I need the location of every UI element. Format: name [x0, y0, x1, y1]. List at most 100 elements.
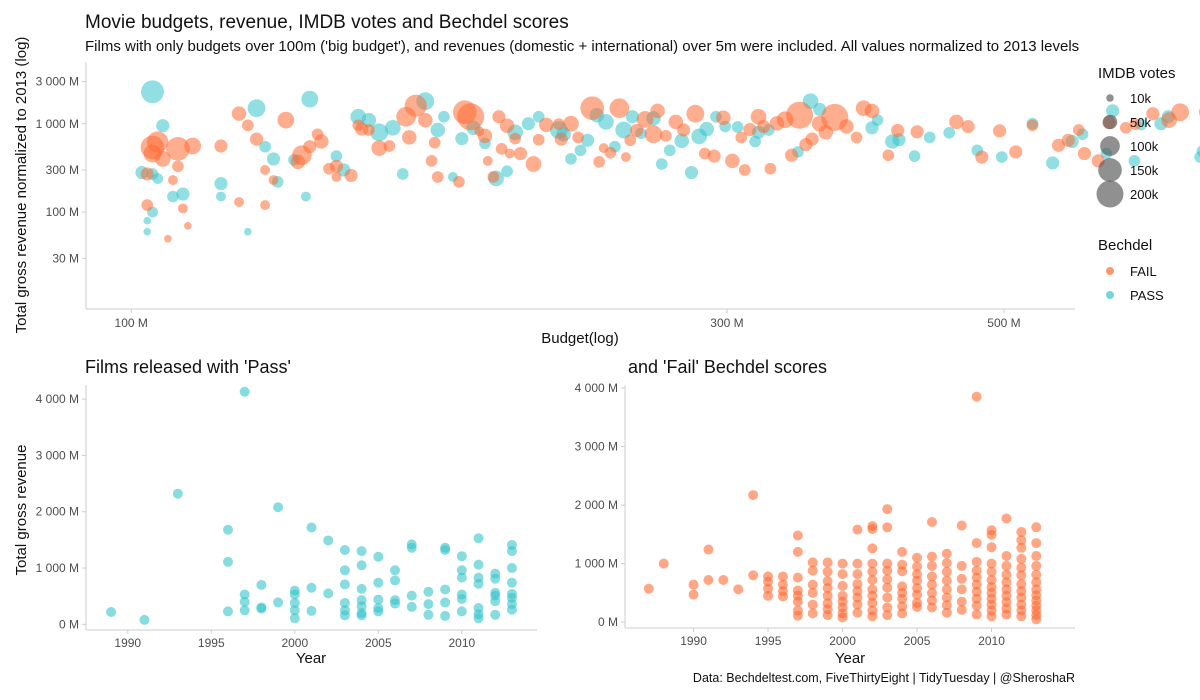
legend-size-label: 100k — [1130, 139, 1159, 154]
top-point-fail — [499, 118, 515, 133]
top-point-fail — [404, 94, 427, 117]
bl-point — [222, 606, 233, 617]
top-point-fail — [850, 131, 863, 144]
br-x-tick-label: 2000 — [829, 634, 856, 648]
top-point-fail — [961, 119, 975, 134]
top-point-fail — [532, 133, 545, 146]
br-point — [882, 565, 893, 576]
legend-size-label: 200k — [1130, 187, 1159, 202]
br-point — [852, 569, 863, 580]
br-point — [926, 517, 937, 528]
br-point — [1031, 538, 1042, 549]
bl-point — [456, 551, 467, 562]
bl-point — [256, 579, 267, 590]
bl-point — [306, 605, 317, 616]
fail-x-ticks: 1990 1995 2000 2005 2010 — [680, 628, 1005, 648]
top-point-fail — [707, 149, 721, 163]
bl-point — [222, 556, 233, 567]
bl-point — [440, 584, 451, 595]
bl-point — [423, 586, 434, 597]
top-point-fail — [402, 130, 417, 145]
top-point-pass — [384, 119, 401, 136]
top-point-fail — [154, 151, 171, 167]
top-point-fail — [260, 164, 271, 175]
br-point — [1016, 535, 1027, 546]
bl-point — [323, 535, 334, 546]
legend-color-dot-fail — [1106, 267, 1114, 275]
top-point-fail — [1171, 103, 1190, 122]
top-point-fail — [604, 146, 617, 159]
top-point-fail — [425, 155, 438, 167]
top-point-pass — [330, 150, 343, 162]
br-point — [852, 592, 863, 603]
bl-y-tick-label: 0 M — [59, 617, 79, 631]
bl-point — [339, 545, 350, 556]
br-point — [941, 558, 952, 569]
top-point-pass — [216, 191, 226, 202]
br-point — [926, 560, 937, 571]
bl-point — [506, 546, 517, 557]
top-point-fail — [344, 168, 358, 183]
top-point-pass — [396, 168, 409, 180]
top-point-fail — [644, 125, 663, 144]
br-point — [941, 600, 952, 611]
br-point — [867, 574, 878, 585]
br-point — [867, 558, 878, 569]
top-point-pass — [455, 131, 469, 146]
br-point — [1031, 614, 1042, 625]
bl-point — [239, 596, 250, 607]
top-point-fail — [303, 140, 317, 154]
br-point — [807, 587, 818, 598]
top-point-pass — [598, 114, 614, 130]
br-point — [926, 602, 937, 613]
top-point-pass — [615, 121, 633, 139]
br-point — [867, 566, 878, 577]
top-point-pass — [167, 190, 179, 203]
br-point — [703, 574, 714, 585]
legend: IMDB votes 10k 50k 100k 150k 200k Bechdel FA… — [1096, 65, 1176, 303]
top-point-fail — [725, 153, 740, 169]
br-point — [748, 490, 759, 501]
legend-size-title: IMDB votes — [1098, 65, 1176, 82]
br-point — [718, 574, 729, 585]
bl-point — [289, 597, 300, 608]
br-point — [792, 596, 803, 607]
br-point — [867, 524, 878, 535]
top-point-pass — [156, 119, 170, 133]
top-point-fail — [757, 119, 771, 134]
top-point-pass — [1106, 104, 1120, 118]
top-point-fail — [620, 152, 631, 162]
br-point — [941, 575, 952, 586]
br-point — [822, 590, 833, 601]
top-point-fail — [882, 149, 895, 162]
top-point-fail — [504, 148, 515, 159]
top-point-fail — [839, 119, 854, 134]
top-point-pass — [438, 110, 450, 123]
br-point — [763, 576, 774, 587]
top-point-pass — [370, 123, 389, 142]
br-point — [1016, 562, 1027, 573]
bl-point — [256, 603, 267, 614]
bl-point — [239, 589, 250, 600]
br-point — [941, 548, 952, 559]
br-point — [852, 607, 863, 618]
pass-x-axis-title: Year — [296, 650, 326, 667]
top-point-pass — [1196, 145, 1200, 157]
top-point-fail — [418, 112, 433, 128]
br-point — [956, 596, 967, 607]
top-point-pass — [943, 126, 956, 139]
top-point-fail — [910, 125, 924, 139]
top-point-pass — [1128, 155, 1141, 167]
br-point — [837, 569, 848, 580]
br-point — [986, 566, 997, 577]
top-point-fail — [949, 114, 964, 130]
br-point — [763, 590, 774, 601]
top-point-fail — [686, 104, 705, 123]
br-point — [1031, 577, 1042, 588]
bl-point — [339, 565, 350, 576]
top-point-fail — [1077, 146, 1092, 161]
bl-point — [440, 597, 451, 608]
br-point — [658, 558, 669, 569]
top-point-fail — [554, 132, 568, 146]
legend-size-label: 150k — [1130, 163, 1159, 178]
